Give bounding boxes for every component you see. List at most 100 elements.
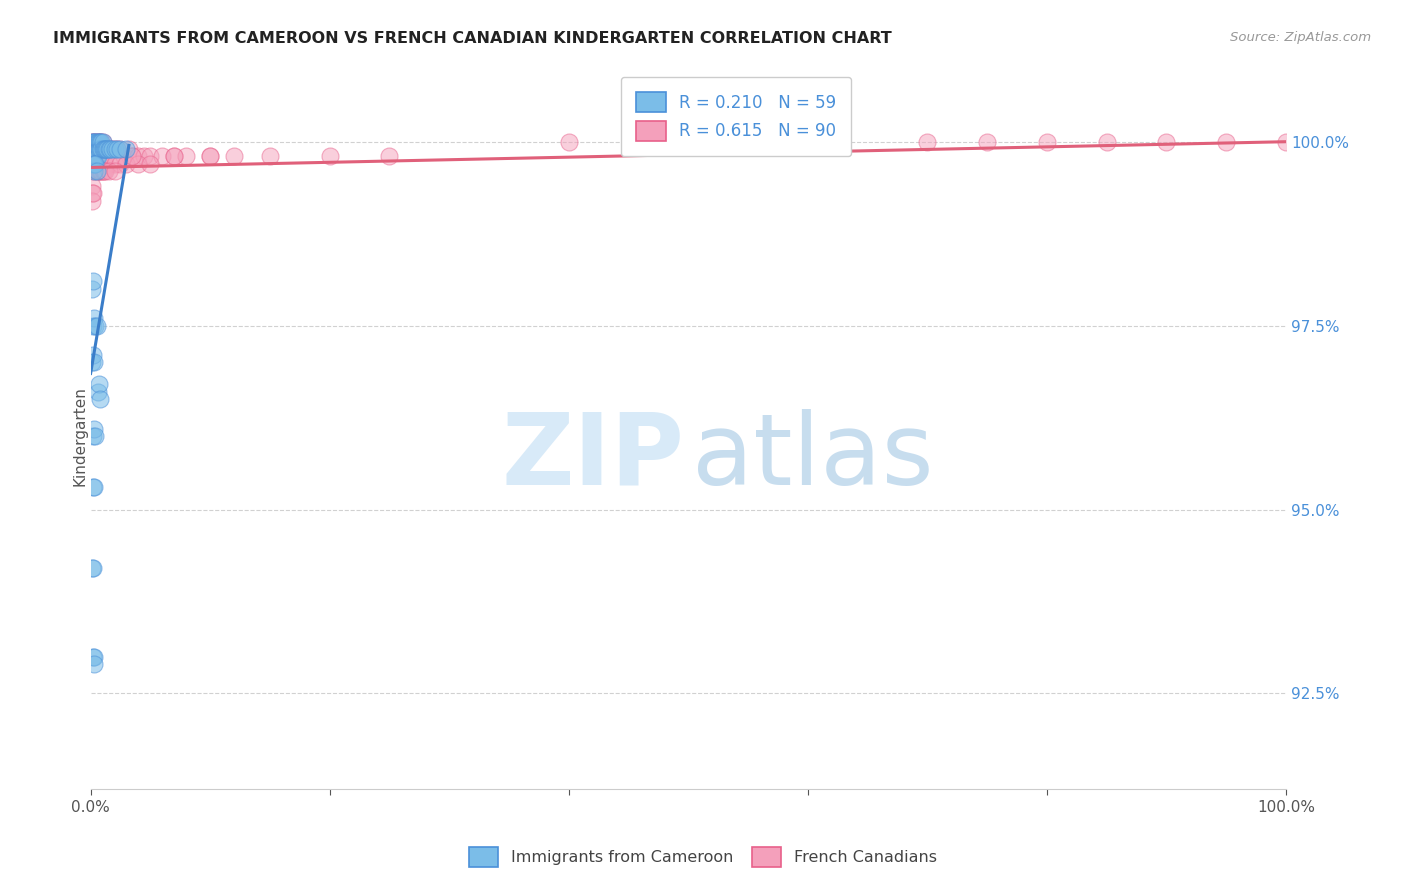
Point <box>86 157 108 171</box>
Point <box>80 186 103 201</box>
Point <box>82 164 104 178</box>
Point <box>82 649 104 664</box>
Point <box>82 142 104 156</box>
Point <box>83 311 105 326</box>
Point <box>87 384 110 399</box>
Point <box>139 149 162 163</box>
Point <box>115 142 138 156</box>
Point <box>105 142 128 156</box>
Point <box>90 135 112 149</box>
Point <box>83 157 105 171</box>
Point <box>89 135 111 149</box>
Point <box>87 135 110 149</box>
Point <box>1036 135 1059 149</box>
Point <box>82 429 104 443</box>
Point <box>101 142 124 156</box>
Point <box>87 149 110 163</box>
Point <box>1275 135 1298 149</box>
Y-axis label: Kindergarten: Kindergarten <box>72 386 87 486</box>
Point <box>110 142 132 156</box>
Point <box>121 149 143 163</box>
Point <box>87 142 110 156</box>
Legend: R = 0.210   N = 59, R = 0.615   N = 90: R = 0.210 N = 59, R = 0.615 N = 90 <box>621 77 851 156</box>
Point <box>80 194 103 208</box>
Point <box>259 149 281 163</box>
Point <box>150 149 173 163</box>
Point <box>80 282 103 296</box>
Point <box>89 157 111 171</box>
Point <box>82 157 104 171</box>
Point <box>82 186 104 201</box>
Point <box>163 149 186 163</box>
Point <box>86 142 108 156</box>
Point <box>101 142 124 156</box>
Point <box>91 164 114 178</box>
Point <box>103 142 125 156</box>
Point <box>84 157 107 171</box>
Point <box>93 142 115 156</box>
Point <box>98 142 121 156</box>
Point <box>163 149 186 163</box>
Point <box>115 157 138 171</box>
Point <box>97 142 120 156</box>
Point <box>84 429 107 443</box>
Point <box>83 481 105 495</box>
Point <box>84 318 107 333</box>
Point <box>110 142 132 156</box>
Point <box>98 142 121 156</box>
Point <box>103 157 125 171</box>
Point <box>83 164 105 178</box>
Point <box>87 142 110 156</box>
Point <box>91 142 114 156</box>
Point <box>89 164 111 178</box>
Point <box>1095 135 1118 149</box>
Point <box>917 135 939 149</box>
Point <box>89 135 111 149</box>
Point <box>87 135 110 149</box>
Point <box>222 149 245 163</box>
Text: Source: ZipAtlas.com: Source: ZipAtlas.com <box>1230 31 1371 45</box>
Point <box>83 135 105 149</box>
Point <box>97 142 120 156</box>
Text: atlas: atlas <box>692 409 934 506</box>
Point <box>86 164 108 178</box>
Point <box>121 149 143 163</box>
Point <box>87 142 110 156</box>
Point <box>797 135 820 149</box>
Point <box>83 649 105 664</box>
Point <box>91 142 114 156</box>
Point <box>82 135 104 149</box>
Point <box>86 149 108 163</box>
Point <box>127 157 149 171</box>
Point <box>318 149 340 163</box>
Point <box>96 142 118 156</box>
Point <box>93 142 115 156</box>
Point <box>110 157 132 171</box>
Point <box>96 142 118 156</box>
Point <box>89 392 111 407</box>
Point <box>94 142 117 156</box>
Point <box>80 178 103 193</box>
Point <box>87 135 110 149</box>
Point <box>127 149 149 163</box>
Point <box>82 561 104 575</box>
Point <box>84 135 107 149</box>
Point <box>94 142 117 156</box>
Point <box>90 135 112 149</box>
Point <box>87 164 110 178</box>
Point <box>174 149 197 163</box>
Point <box>82 275 104 289</box>
Point <box>87 164 110 178</box>
Point <box>84 142 107 156</box>
Point <box>90 164 112 178</box>
Point <box>91 157 114 171</box>
Point <box>86 142 108 156</box>
Point <box>91 135 114 149</box>
Point <box>83 149 105 163</box>
Point <box>90 142 112 156</box>
Point <box>82 142 104 156</box>
Point <box>83 657 105 671</box>
Point <box>82 481 104 495</box>
Point <box>558 135 581 149</box>
Point <box>198 149 221 163</box>
